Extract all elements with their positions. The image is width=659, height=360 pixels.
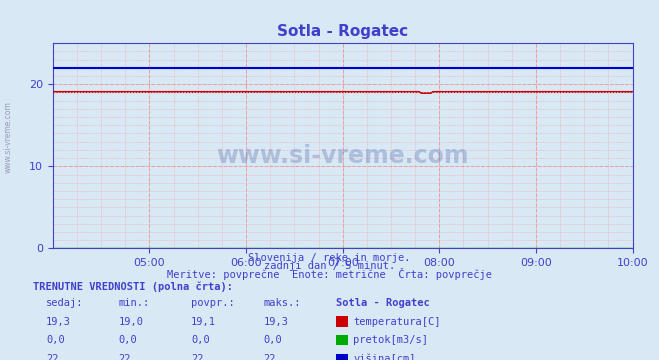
Text: 19,1: 19,1 [191, 317, 216, 327]
Text: sedaj:: sedaj: [46, 298, 84, 308]
Text: Sotla - Rogatec: Sotla - Rogatec [336, 298, 430, 308]
Text: www.si-vreme.com: www.si-vreme.com [3, 101, 13, 173]
Text: pretok[m3/s]: pretok[m3/s] [353, 336, 428, 346]
Text: temperatura[C]: temperatura[C] [353, 317, 441, 327]
Title: Sotla - Rogatec: Sotla - Rogatec [277, 24, 408, 39]
Text: 22: 22 [119, 354, 131, 360]
Text: maks.:: maks.: [264, 298, 301, 308]
Text: Slovenija / reke in morje.: Slovenija / reke in morje. [248, 253, 411, 263]
Text: 22: 22 [191, 354, 204, 360]
Text: povpr.:: povpr.: [191, 298, 235, 308]
Text: www.si-vreme.com: www.si-vreme.com [216, 144, 469, 168]
Text: zadnji dan / 5 minut.: zadnji dan / 5 minut. [264, 261, 395, 271]
Text: 0,0: 0,0 [46, 336, 65, 346]
Text: 22: 22 [46, 354, 59, 360]
Text: 19,3: 19,3 [264, 317, 289, 327]
Text: TRENUTNE VREDNOSTI (polna črta):: TRENUTNE VREDNOSTI (polna črta): [33, 281, 233, 292]
Text: min.:: min.: [119, 298, 150, 308]
Text: 0,0: 0,0 [191, 336, 210, 346]
Text: višina[cm]: višina[cm] [353, 354, 416, 360]
Text: 19,3: 19,3 [46, 317, 71, 327]
Text: 22: 22 [264, 354, 276, 360]
Text: 0,0: 0,0 [264, 336, 282, 346]
Text: 0,0: 0,0 [119, 336, 137, 346]
Text: 19,0: 19,0 [119, 317, 144, 327]
Text: Meritve: povprečne  Enote: metrične  Črta: povprečje: Meritve: povprečne Enote: metrične Črta:… [167, 268, 492, 280]
